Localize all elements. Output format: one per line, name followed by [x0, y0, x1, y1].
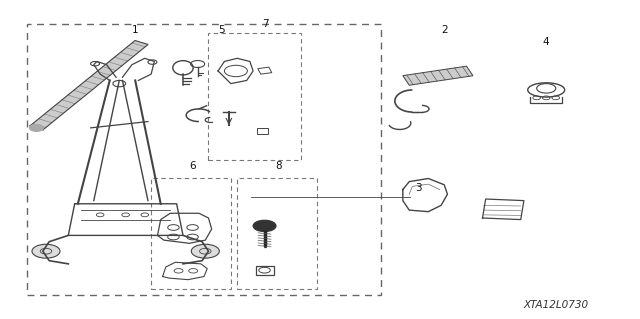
Text: XTA12L0730: XTA12L0730 [524, 300, 588, 310]
Bar [209, 33, 301, 160]
Text: 7: 7 [262, 19, 269, 28]
Bar [27, 24, 381, 295]
Circle shape [32, 244, 60, 258]
Text: 2: 2 [441, 25, 447, 35]
Text: 8: 8 [275, 161, 282, 171]
Text: 1: 1 [132, 25, 138, 35]
Text: 5: 5 [218, 25, 225, 35]
Bar [258, 67, 272, 74]
Text: 4: 4 [543, 38, 550, 48]
Circle shape [253, 220, 276, 232]
Polygon shape [403, 66, 473, 85]
Bar [151, 178, 231, 289]
Text: 6: 6 [189, 161, 196, 171]
Polygon shape [30, 41, 148, 130]
Circle shape [191, 244, 220, 258]
Text: 3: 3 [415, 183, 422, 193]
Bar [237, 178, 317, 289]
Circle shape [29, 124, 44, 131]
